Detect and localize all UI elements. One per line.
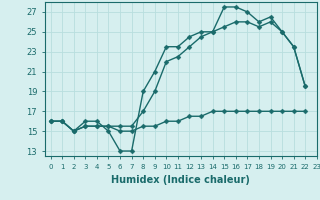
- X-axis label: Humidex (Indice chaleur): Humidex (Indice chaleur): [111, 175, 250, 185]
